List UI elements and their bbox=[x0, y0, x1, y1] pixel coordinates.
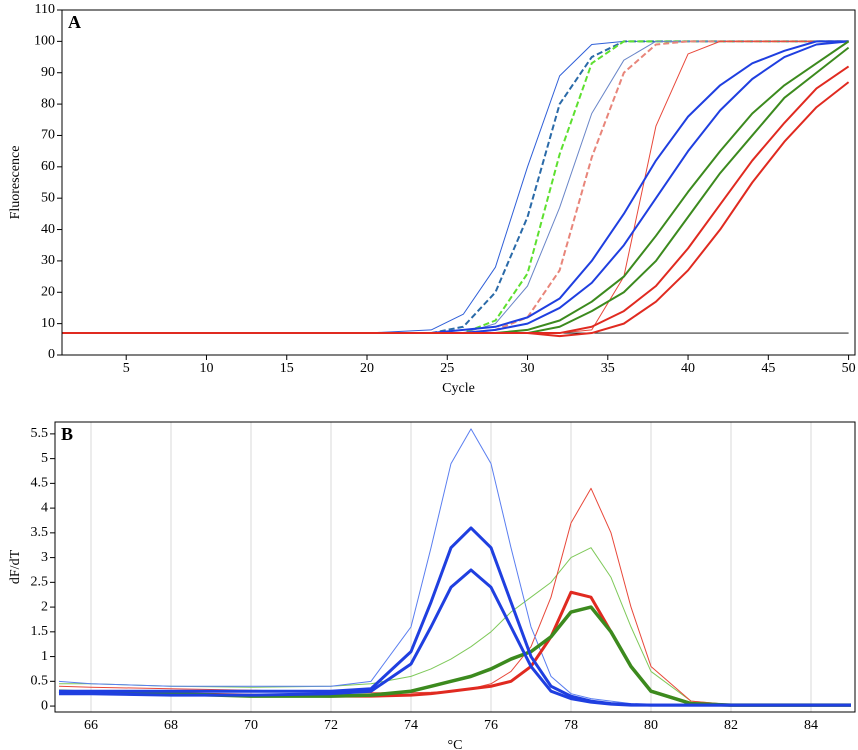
y-tick-label: 10 bbox=[41, 316, 55, 331]
y-tick-label: 60 bbox=[41, 159, 55, 174]
x-tick-label: 35 bbox=[601, 361, 615, 376]
panel: 5 10 15 20 25 30 35 40 45 50 0 10 20 30 40 50 60 70 80 90 10… bbox=[8, 2, 855, 396]
y-tick-label: 100 bbox=[34, 34, 55, 49]
series-line bbox=[62, 40, 849, 335]
series-line bbox=[62, 40, 849, 334]
lines bbox=[62, 40, 850, 338]
series-line bbox=[58, 605, 851, 707]
y-tick-label: 70 bbox=[41, 128, 55, 143]
y-tick-label: 0.5 bbox=[31, 674, 49, 689]
panel-label: A bbox=[68, 12, 81, 32]
x-tick-label: 30 bbox=[521, 361, 535, 376]
y-tick-label: 2.5 bbox=[31, 575, 49, 590]
y-tick-label: 5.5 bbox=[31, 426, 49, 441]
y-tick-label: 5 bbox=[41, 451, 48, 466]
series-line bbox=[62, 40, 849, 334]
x-tick-label: 5 bbox=[123, 361, 130, 376]
lines bbox=[58, 428, 851, 707]
panel: 66 68 70 72 74 76 78 80 82 84 0 0.5 1 1.5 2 2.5 3 3.5 4 4.5… bbox=[8, 421, 856, 750]
x-tick-label: 45 bbox=[761, 361, 775, 376]
y-axis-label: Fluorescence bbox=[8, 146, 23, 220]
x-tick-label: 66 bbox=[84, 718, 98, 733]
x-tick-label: 25 bbox=[440, 361, 454, 376]
y-tick-label: 110 bbox=[35, 2, 55, 17]
series-line bbox=[58, 428, 851, 706]
y-tick-label: 30 bbox=[41, 253, 55, 268]
x-tick-label: 82 bbox=[724, 718, 738, 733]
y-tick-label: 1.5 bbox=[31, 624, 49, 639]
x-tick-label: 50 bbox=[842, 361, 856, 376]
y-tick-label: 0 bbox=[41, 698, 48, 713]
y-tick-label: 3 bbox=[41, 550, 48, 565]
y-axis-label: dF/dT bbox=[8, 549, 23, 584]
y-tick-label: 90 bbox=[41, 65, 55, 80]
x-tick-label: 72 bbox=[324, 718, 338, 733]
y-tick-label: 20 bbox=[41, 284, 55, 299]
series-line bbox=[62, 81, 850, 338]
y-tick-label: 2 bbox=[41, 599, 48, 614]
x-tick-label: 80 bbox=[644, 718, 658, 733]
y-tick-label: 4 bbox=[41, 500, 48, 515]
series-line bbox=[62, 40, 850, 335]
x-axis-label: °C bbox=[448, 738, 463, 750]
y-tick-label: 4.5 bbox=[31, 476, 49, 491]
series-line bbox=[58, 590, 851, 707]
x-tick-label: 10 bbox=[199, 361, 213, 376]
series-line bbox=[62, 40, 849, 335]
series-line bbox=[62, 40, 849, 335]
y-tick-label: 1 bbox=[41, 649, 48, 664]
x-tick-label: 76 bbox=[484, 718, 498, 733]
x-tick-label: 15 bbox=[280, 361, 294, 376]
x-axis-label: Cycle bbox=[442, 381, 475, 396]
series-line bbox=[62, 65, 850, 335]
y-tick-label: 40 bbox=[41, 222, 55, 237]
x-tick-label: 70 bbox=[244, 718, 258, 733]
plot-frame bbox=[61, 9, 856, 356]
series-line bbox=[62, 40, 849, 334]
plot-frame bbox=[54, 421, 856, 713]
y-tick-label: 3.5 bbox=[31, 525, 49, 540]
x-tick-label: 20 bbox=[360, 361, 374, 376]
series-line bbox=[59, 568, 851, 707]
series-line bbox=[58, 487, 851, 706]
series-line bbox=[62, 40, 849, 335]
x-tick-label: 68 bbox=[164, 718, 178, 733]
y-tick-label: 80 bbox=[41, 96, 55, 111]
series-line bbox=[62, 40, 849, 335]
y-tick-label: 0 bbox=[48, 347, 55, 362]
series-line bbox=[59, 526, 851, 707]
y-tick-label: 50 bbox=[41, 190, 55, 205]
x-tick-label: 40 bbox=[681, 361, 695, 376]
x-tick-label: 74 bbox=[404, 718, 418, 733]
x-tick-label: 84 bbox=[804, 718, 818, 733]
panel-label: B bbox=[61, 424, 73, 444]
x-tick-label: 78 bbox=[564, 718, 578, 733]
